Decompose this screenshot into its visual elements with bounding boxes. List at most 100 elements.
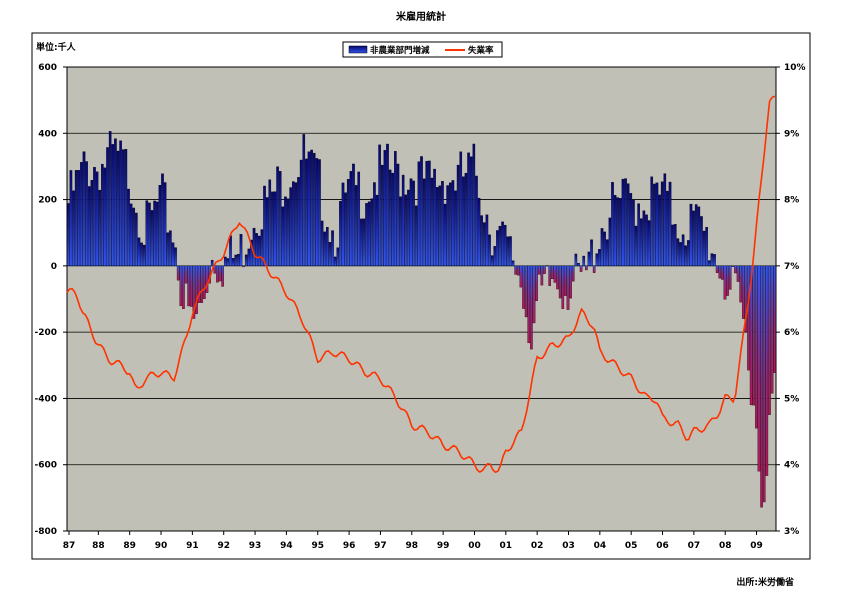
x-tick-label: 87 — [63, 541, 76, 551]
legend-label-unemployment: 失業率 — [468, 45, 494, 56]
payroll-bar — [459, 151, 463, 267]
payroll-bar — [386, 143, 389, 267]
payroll-bar — [90, 180, 94, 267]
left-tick-label: 0 — [51, 262, 57, 272]
payroll-bar — [464, 172, 468, 267]
payroll-bar — [741, 265, 745, 319]
payroll-bar — [705, 226, 708, 267]
payroll-bar — [734, 265, 737, 274]
payroll-bar — [477, 197, 481, 267]
payroll-bar — [289, 187, 292, 267]
right-tick-label: 6% — [784, 328, 799, 338]
payroll-bar — [773, 265, 776, 373]
payroll-bar — [770, 265, 774, 394]
right-tick-label: 5% — [784, 394, 799, 404]
payroll-bar — [564, 265, 567, 296]
payroll-bar — [271, 191, 274, 267]
payroll-bar — [171, 242, 175, 267]
payroll-bar — [252, 227, 256, 267]
payroll-bar — [174, 247, 177, 267]
payroll-bar — [378, 144, 381, 267]
payroll-bar — [702, 230, 706, 267]
payroll-bar — [496, 230, 499, 267]
unit-label: 単位:千人 — [36, 41, 77, 53]
payroll-bar — [114, 138, 117, 267]
payroll-bar — [747, 265, 750, 371]
payroll-bar — [182, 265, 185, 309]
payroll-bar — [545, 265, 549, 267]
payroll-bar — [540, 265, 544, 286]
x-tick-label: 98 — [406, 541, 419, 551]
payroll-bar — [632, 199, 635, 267]
payroll-bar — [74, 170, 78, 267]
payroll-bar — [548, 265, 552, 286]
payroll-bar — [532, 265, 536, 324]
payroll-bar — [535, 265, 538, 302]
payroll-bar — [488, 234, 491, 267]
payroll-bar — [514, 265, 517, 275]
payroll-bar — [569, 265, 572, 299]
payroll-bar — [443, 203, 447, 267]
payroll-bar — [161, 173, 164, 267]
payroll-bar — [218, 265, 222, 282]
payroll-bar — [315, 158, 319, 267]
payroll-bar — [739, 265, 742, 303]
payroll-bar — [556, 265, 559, 290]
payroll-bar — [493, 246, 497, 267]
payroll-bar — [98, 189, 102, 267]
payroll-bar — [634, 225, 638, 267]
payroll-bar — [323, 231, 327, 267]
payroll-bar — [404, 194, 408, 267]
payroll-bar — [600, 228, 604, 267]
right-tick-label: 9% — [784, 129, 799, 139]
payroll-bar — [553, 265, 557, 283]
legend-label-payroll: 非農業部門増減 — [370, 45, 430, 56]
payroll-bar — [626, 183, 630, 267]
payroll-bar — [663, 173, 667, 267]
payroll-bar — [195, 265, 198, 314]
payroll-bar — [268, 179, 272, 267]
payroll-bar — [762, 265, 766, 503]
payroll-bar — [135, 212, 138, 267]
right-tick-label: 3% — [784, 527, 799, 537]
payroll-bar — [454, 190, 457, 267]
payroll-bar — [755, 265, 758, 429]
x-tick-label: 94 — [280, 541, 293, 551]
legend: 非農業部門増減 失業率 — [342, 41, 503, 58]
payroll-bar — [498, 225, 502, 267]
payroll-bar — [472, 143, 476, 267]
payroll-bar — [574, 253, 578, 267]
payroll-bar — [639, 218, 643, 267]
x-tick-label: 89 — [123, 541, 136, 551]
payroll-bar — [603, 231, 606, 267]
payroll-bar — [558, 265, 562, 299]
payroll-bar — [629, 193, 633, 267]
legend-box — [342, 41, 503, 58]
payroll-bar — [145, 200, 149, 267]
payroll-bar — [234, 254, 238, 267]
payroll-bar — [501, 221, 504, 267]
payroll-bar — [286, 198, 290, 267]
payroll-bar — [281, 206, 285, 267]
payroll-bar — [184, 265, 188, 284]
payroll-bar — [430, 177, 434, 267]
payroll-bar — [726, 265, 729, 296]
payroll-bar — [396, 163, 400, 267]
payroll-bar — [394, 151, 397, 267]
payroll-bar — [577, 263, 580, 267]
payroll-bar — [336, 247, 340, 267]
payroll-bar — [380, 164, 384, 267]
payroll-bar — [462, 176, 465, 267]
payroll-bar — [619, 198, 622, 267]
payroll-bar — [414, 205, 418, 267]
payroll-bar — [537, 265, 541, 275]
payroll-bar — [723, 265, 727, 300]
payroll-bar — [707, 260, 711, 267]
payroll-bar — [242, 265, 245, 268]
payroll-bar — [367, 201, 371, 267]
payroll-bar — [673, 223, 677, 267]
payroll-bar — [223, 256, 227, 267]
payroll-bar — [700, 216, 703, 267]
payroll-bar — [391, 172, 395, 267]
payroll-bar — [684, 245, 688, 267]
